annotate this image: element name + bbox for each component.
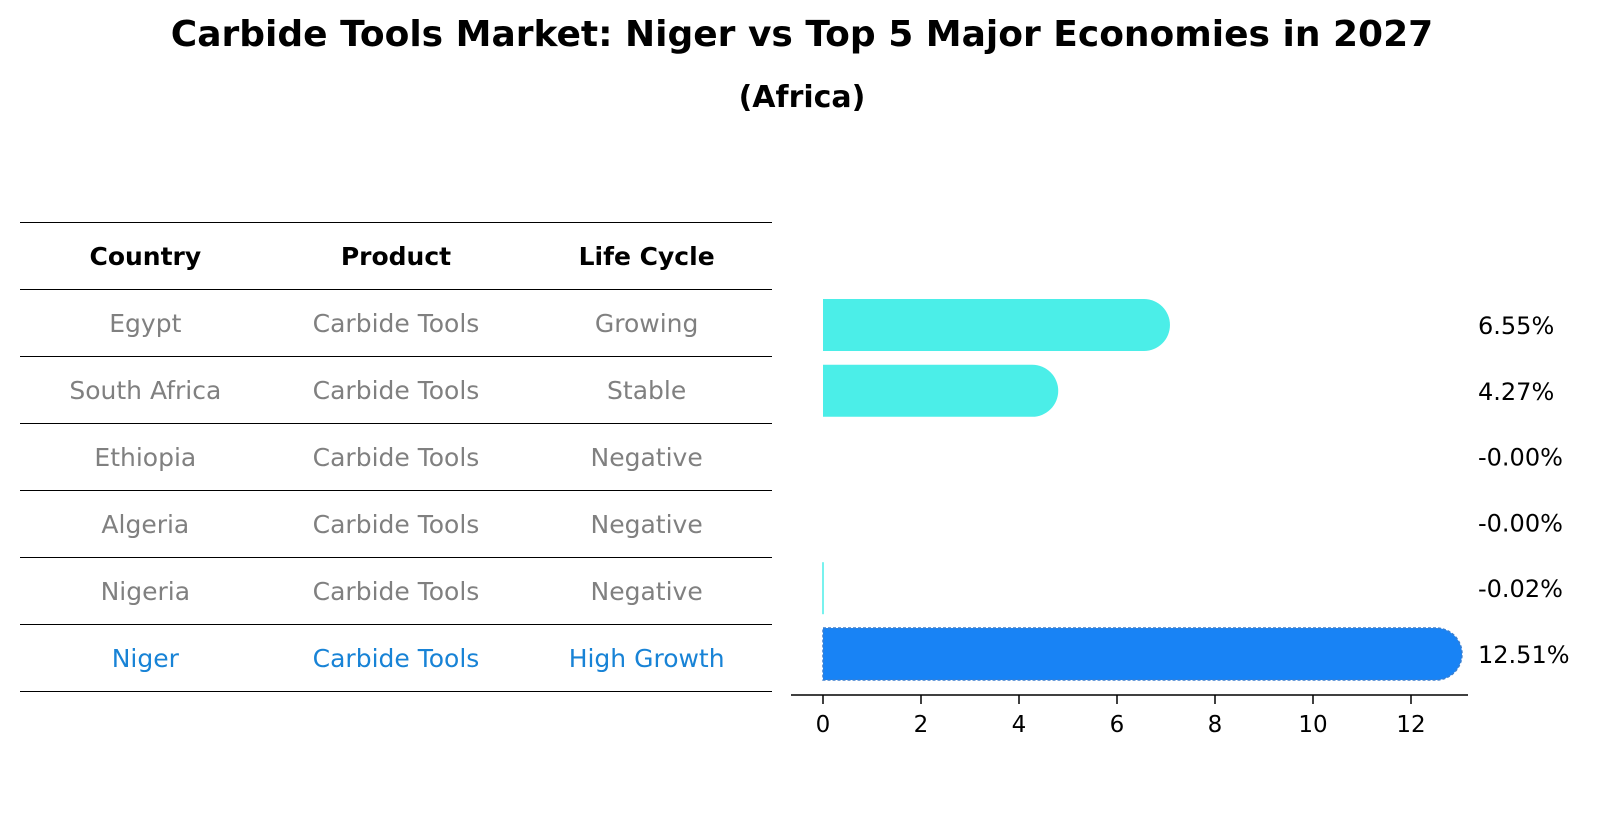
cell-product: Carbide Tools [312,308,480,338]
cell-life-cycle: Negative [590,442,703,472]
chart-subtitle: (Africa) [738,80,866,115]
cell-life-cycle: Stable [607,375,687,405]
x-tick-label: 4 [1012,712,1027,738]
cell-country: Niger [111,643,179,673]
data-table: Country Product Life Cycle Egypt Carbide… [20,222,772,692]
cell-country: Nigeria [100,576,191,606]
cell-product: Carbide Tools [312,442,480,472]
table-row: Nigeria Carbide Tools Negative [20,557,772,624]
cell-life-cycle: Negative [590,576,703,606]
cell-life-cycle: Growing [594,308,699,338]
header-life-cycle: Life Cycle [578,241,715,271]
table-header-row: Country Product Life Cycle [20,222,772,289]
bar-egypt [823,299,1170,351]
bar-south-africa [823,364,1059,417]
value-labels-group: 6.55% 4.27% -0.00% -0.00% -0.02% 12.51% [1478,312,1570,669]
value-label: 4.27% [1478,378,1554,406]
header-country: Country [89,241,202,271]
table-row: South Africa Carbide Tools Stable [20,356,772,423]
value-label: 12.51% [1478,641,1570,669]
bar-niger [822,627,1463,681]
x-tick-label: 8 [1208,712,1223,738]
bars-group [822,299,1463,681]
value-label: -0.00% [1478,509,1563,537]
cell-country: Egypt [109,308,182,338]
x-tick-label: 0 [816,712,831,738]
x-tick-label: 10 [1298,712,1327,738]
table-row: Egypt Carbide Tools Growing [20,289,772,356]
cell-product: Carbide Tools [312,576,480,606]
cell-life-cycle: Negative [590,509,703,539]
cell-product: Carbide Tools [312,643,480,673]
value-label: 6.55% [1478,312,1554,340]
x-tick-label: 6 [1110,712,1125,738]
x-tick-label: 12 [1396,712,1425,738]
table-row: Ethiopia Carbide Tools Negative [20,423,772,490]
x-tick-label: 2 [914,712,929,738]
table-row-highlight: Niger Carbide Tools High Growth [20,624,772,692]
chart-title: Carbide Tools Market: Niger vs Top 5 Maj… [170,14,1434,55]
value-label: -0.02% [1478,575,1563,603]
value-label: -0.00% [1478,444,1563,472]
cell-country: Ethiopia [94,442,197,472]
header-product: Product [340,241,452,271]
cell-product: Carbide Tools [312,375,480,405]
cell-country: Algeria [101,509,190,539]
cell-country: South Africa [69,375,222,405]
cell-product: Carbide Tools [312,509,480,539]
x-axis: 0 2 4 6 8 10 12 [791,694,1468,738]
cell-life-cycle: High Growth [568,643,725,673]
table-row: Algeria Carbide Tools Negative [20,490,772,557]
